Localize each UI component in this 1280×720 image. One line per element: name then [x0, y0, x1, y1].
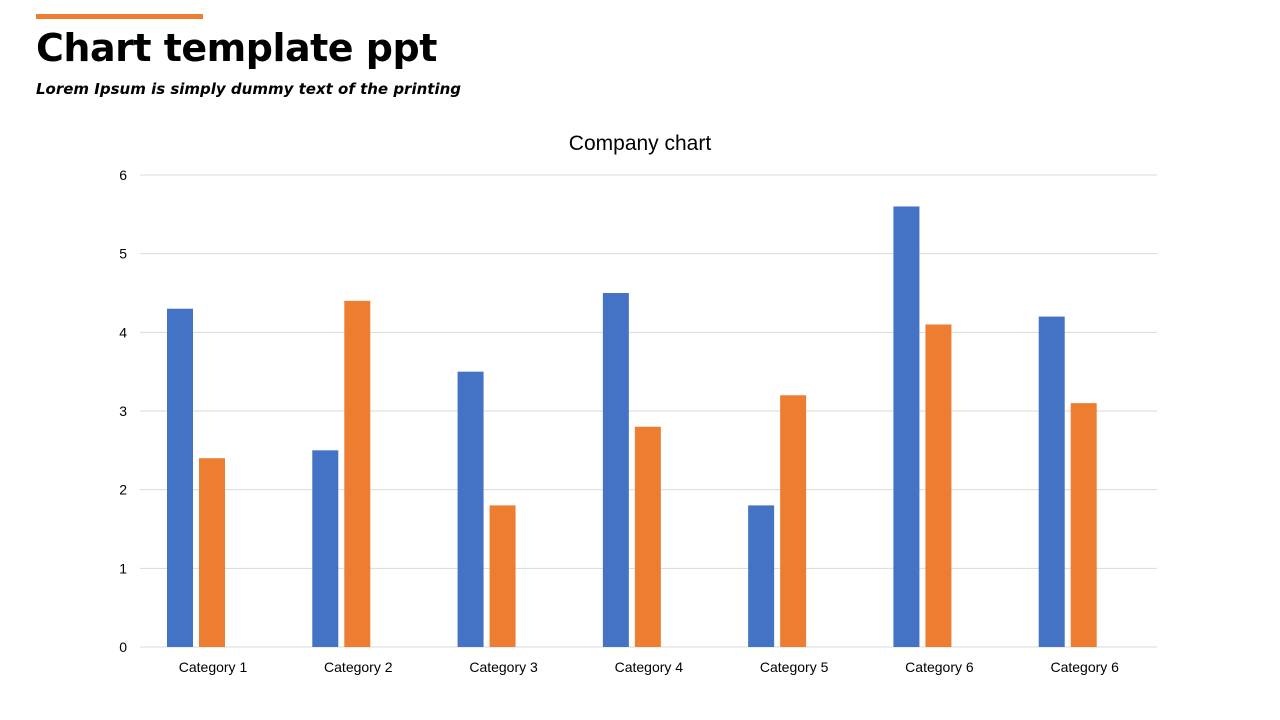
bar-series-2-category-7 — [1070, 403, 1097, 647]
bar-series-1-category-4 — [602, 293, 629, 647]
y-tick-label: 3 — [119, 403, 127, 419]
y-tick-label: 6 — [119, 167, 127, 183]
y-tick-label: 5 — [119, 246, 127, 262]
chart-title: Company chart — [569, 132, 712, 155]
bar-series-1-category-1 — [167, 308, 193, 647]
x-category-label: Category 4 — [615, 659, 684, 675]
page-title: Chart template ppt — [36, 26, 437, 70]
x-category-label: Category 5 — [760, 659, 829, 675]
x-category-label: Category 6 — [905, 659, 974, 675]
bar-series-2-category-3 — [489, 505, 516, 647]
y-tick-label: 4 — [119, 324, 127, 340]
bar-series-2-category-2 — [344, 300, 371, 647]
x-category-label: Category 1 — [179, 659, 248, 675]
title-accent-bar — [36, 14, 203, 19]
bar-series-2-category-6 — [925, 324, 952, 647]
x-category-label: Category 3 — [469, 659, 538, 675]
bar-series-1-category-3 — [457, 371, 484, 647]
x-axis-ticks: Category 1 Category 2 Category 3 Category 4… — [179, 659, 1119, 675]
bar-series-2-category-1 — [199, 458, 225, 647]
y-tick-label: 0 — [119, 639, 127, 655]
bar-series-2-category-5 — [780, 395, 807, 647]
bar-series-2-category-4 — [634, 426, 661, 647]
page-subtitle: Lorem Ipsum is simply dummy text of the … — [36, 80, 462, 98]
bar-series-1-category-7 — [1038, 316, 1065, 647]
bar-series-1-category-2 — [312, 450, 339, 647]
x-category-label: Category 6 — [1050, 659, 1119, 675]
bars — [167, 206, 1097, 647]
y-tick-label: 2 — [119, 482, 127, 498]
x-category-label: Category 2 — [324, 659, 393, 675]
y-tick-label: 1 — [119, 560, 127, 576]
bar-series-1-category-6 — [893, 206, 920, 647]
bar-series-1-category-5 — [748, 505, 775, 647]
y-axis-ticks: 0 1 2 3 4 5 6 — [119, 167, 127, 655]
